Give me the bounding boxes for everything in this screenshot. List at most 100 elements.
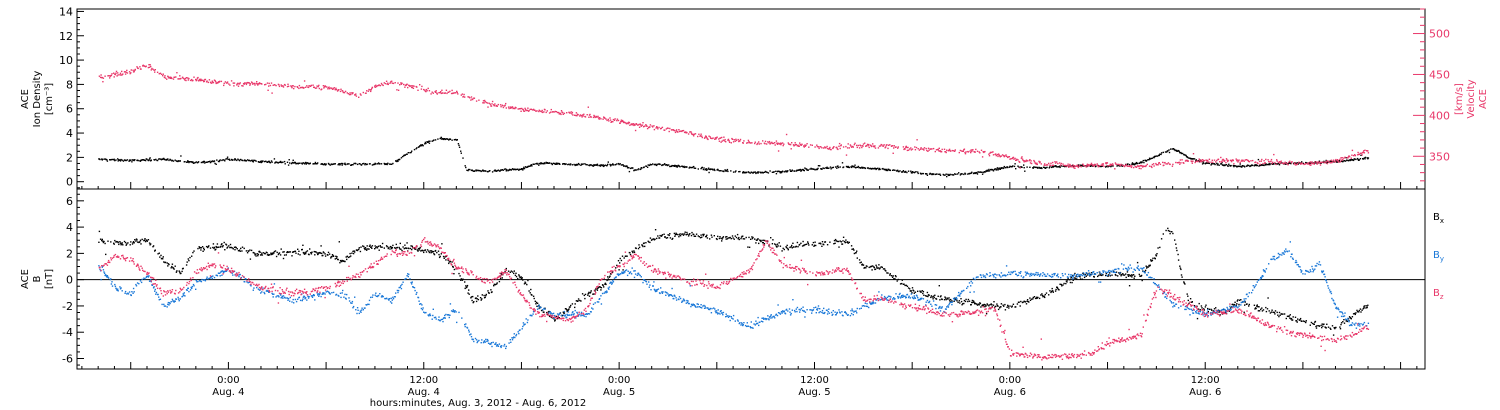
- data-point: [216, 243, 219, 245]
- data-point: [133, 242, 135, 244]
- data-point: [542, 111, 544, 114]
- data-point: [921, 172, 923, 175]
- data-point: [640, 168, 642, 170]
- data-point: [1003, 167, 1005, 169]
- data-point: [518, 274, 520, 276]
- data-point: [172, 78, 175, 80]
- data-point: [258, 250, 261, 253]
- data-point: [482, 169, 484, 171]
- data-point: [1238, 303, 1240, 306]
- data-point: [913, 292, 915, 294]
- data-point: [645, 165, 648, 167]
- data-point: [928, 149, 930, 151]
- data-point: [1270, 160, 1272, 162]
- data-point: [1171, 148, 1174, 150]
- data-point: [906, 285, 909, 287]
- data-point: [531, 294, 533, 296]
- data-point: [1098, 165, 1101, 167]
- data-point: [285, 254, 287, 256]
- data-point: [923, 147, 926, 149]
- data-point: [104, 242, 106, 245]
- data-point: [355, 309, 357, 311]
- data-point: [617, 162, 620, 165]
- data-point: [118, 243, 120, 246]
- data-point: [293, 87, 295, 90]
- data-point: [297, 298, 299, 300]
- data-point: [119, 241, 121, 243]
- data-point: [1213, 308, 1216, 310]
- data-point: [1059, 166, 1061, 169]
- data-point: [351, 93, 354, 95]
- data-point: [380, 296, 383, 298]
- data-point: [308, 296, 310, 298]
- data-point: [979, 302, 982, 305]
- data-point: [638, 246, 641, 248]
- data-point: [200, 249, 202, 251]
- data-point: [620, 120, 622, 123]
- data-point: [1142, 166, 1144, 168]
- data-point: [1180, 274, 1183, 276]
- data-point: [1114, 168, 1116, 170]
- data-point: [98, 241, 100, 243]
- data-point: [622, 164, 624, 166]
- data-point: [834, 242, 836, 244]
- data-point: [1203, 162, 1205, 164]
- data-point: [100, 74, 102, 76]
- data-point: [115, 159, 117, 161]
- data-point: [278, 85, 281, 88]
- data-point: [644, 125, 646, 127]
- data-point: [577, 162, 580, 165]
- data-point: [387, 162, 389, 164]
- data-point: [1241, 166, 1243, 168]
- data-point: [338, 163, 340, 165]
- data-point: [1091, 164, 1094, 166]
- data-point: [461, 279, 464, 281]
- data-point: [1070, 276, 1073, 278]
- data-point: [982, 305, 984, 307]
- data-point: [949, 300, 951, 303]
- data-point: [943, 299, 946, 301]
- data-point: [1058, 165, 1061, 167]
- data-point: [981, 171, 983, 173]
- data-point: [1216, 162, 1218, 165]
- data-point: [721, 240, 723, 242]
- left-axis-label-line: [cm⁻³]: [44, 83, 55, 115]
- data-point: [812, 241, 815, 244]
- data-point: [1020, 157, 1023, 159]
- data-point: [290, 86, 293, 88]
- data-point: [179, 160, 181, 162]
- data-point: [366, 90, 368, 92]
- data-point: [528, 165, 530, 167]
- data-point: [1290, 162, 1293, 164]
- data-point: [1201, 159, 1204, 161]
- data-point: [1153, 156, 1155, 159]
- data-point: [560, 110, 563, 112]
- data-point: [551, 162, 553, 165]
- data-point: [832, 147, 834, 150]
- data-point: [345, 256, 347, 258]
- data-point: [310, 84, 313, 87]
- data-point: [449, 90, 451, 93]
- data-point: [876, 266, 878, 268]
- data-point: [520, 276, 522, 278]
- data-point: [453, 92, 456, 94]
- data-point: [199, 246, 201, 249]
- data-point: [1261, 158, 1263, 161]
- data-point: [175, 298, 178, 300]
- data-point: [288, 251, 290, 253]
- data-point: [683, 166, 686, 169]
- data-point: [139, 239, 142, 241]
- data-point: [222, 159, 224, 161]
- data-point: [1347, 160, 1350, 162]
- data-point: [1181, 152, 1184, 155]
- data-point: [1131, 163, 1133, 165]
- data-point: [893, 145, 895, 147]
- data-point: [218, 160, 220, 163]
- data-point: [491, 171, 494, 173]
- data-point: [776, 143, 779, 145]
- data-point: [566, 309, 568, 311]
- data-point: [1193, 305, 1196, 307]
- data-point: [1162, 151, 1164, 154]
- data-point: [206, 80, 208, 82]
- data-point: [967, 298, 970, 301]
